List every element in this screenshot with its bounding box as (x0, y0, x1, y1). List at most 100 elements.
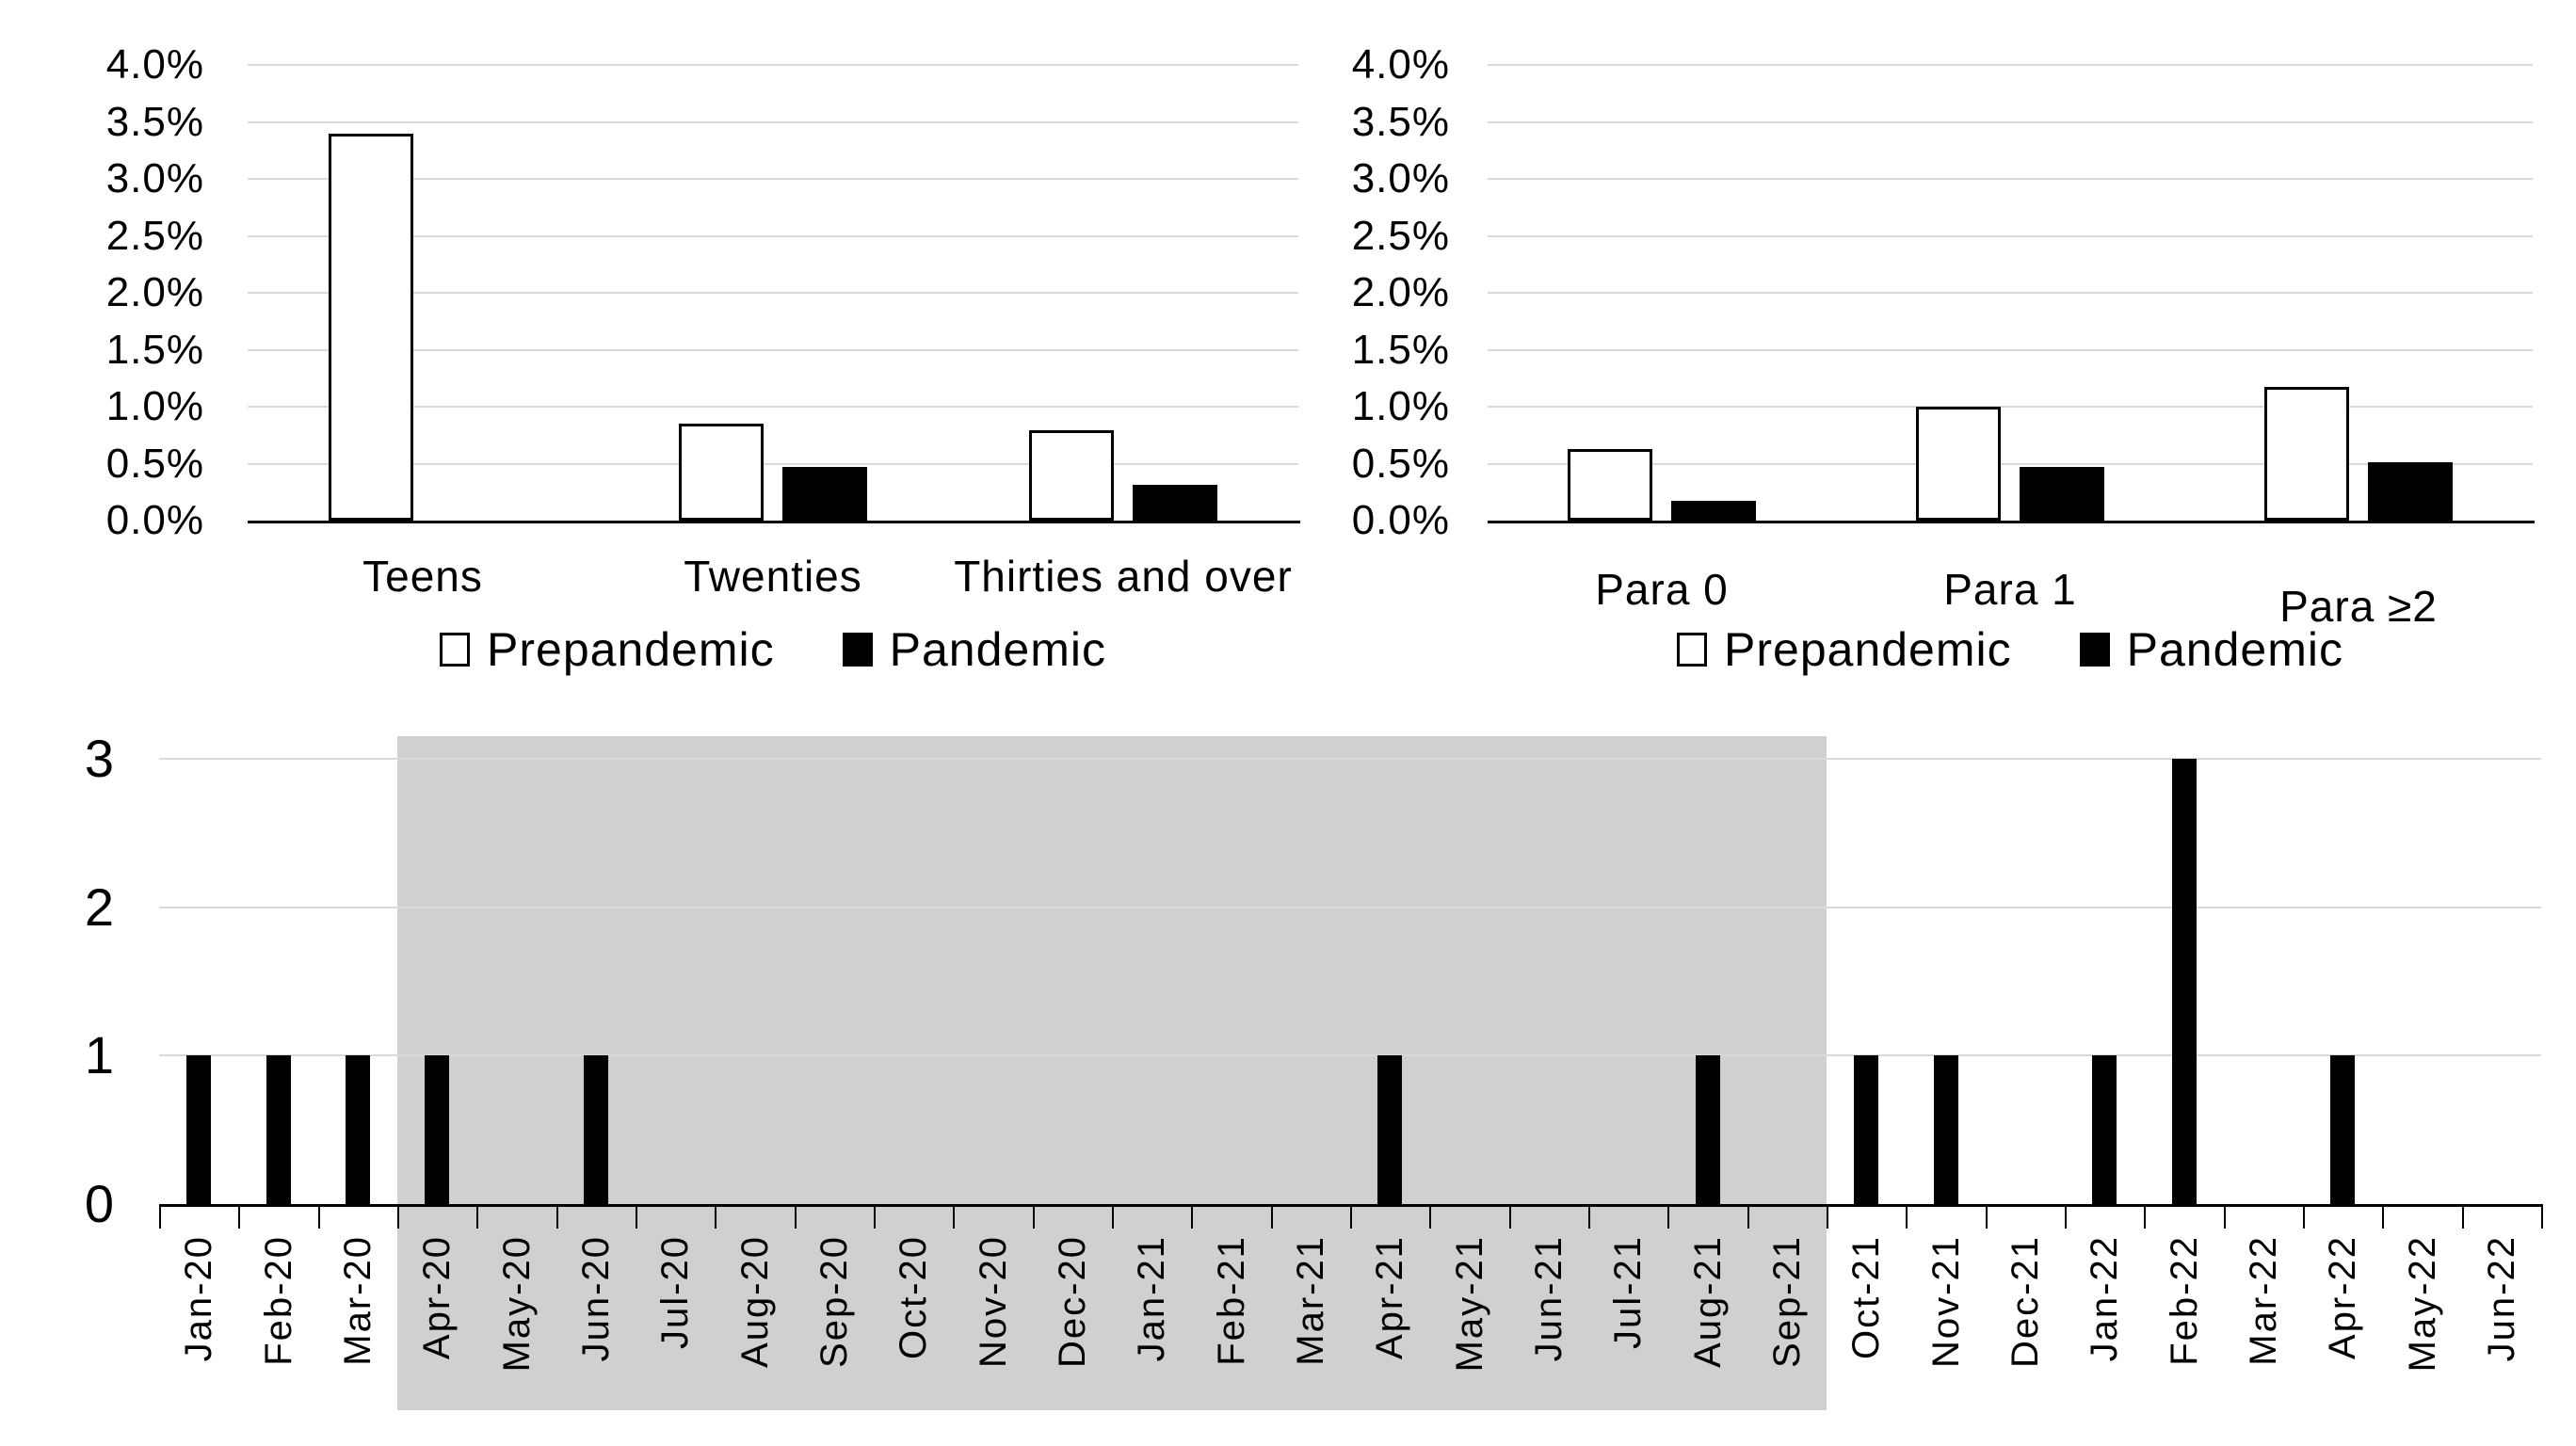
month-label: Nov-20 (972, 1235, 1014, 1368)
month-label: Apr-22 (2322, 1235, 2364, 1360)
gridline (1488, 120, 2533, 123)
month-label: Sep-21 (1765, 1235, 1808, 1368)
y-tick-label: 1.5% (105, 326, 204, 373)
gridline (159, 1054, 2541, 1057)
y-tick-label: 0.5% (105, 440, 204, 487)
legend: Prepandemic Pandemic (248, 621, 1298, 678)
x-category-label: Para 0 (1595, 565, 1729, 614)
y-tick-label: 0.0% (1351, 497, 1450, 543)
legend-marker-prepandemic-icon (440, 633, 471, 667)
gridline (248, 64, 1298, 66)
y-tick-label: 2.0% (105, 269, 204, 315)
bar-prepandemic-teens (329, 133, 413, 521)
gridline (248, 234, 1298, 237)
month-label: Jul-21 (1607, 1235, 1650, 1349)
x-category-label: Para ≥2 (2279, 582, 2438, 631)
month-label: Feb-20 (257, 1235, 299, 1366)
bar-jun-20 (583, 1055, 608, 1204)
month-label: Jan-22 (2084, 1235, 2126, 1362)
axis-tick (238, 1206, 241, 1229)
axis-tick (397, 1206, 399, 1229)
gridline (1488, 462, 2533, 465)
month-label: Oct-20 (893, 1235, 935, 1360)
legend-item-pandemic: Pandemic (2079, 622, 2343, 677)
month-label: Mar-22 (2242, 1235, 2284, 1366)
gridline (1488, 178, 2533, 180)
gridline (1488, 64, 2533, 66)
y-tick-label: 1 (84, 1025, 115, 1085)
month-label: Apr-20 (416, 1235, 459, 1360)
bar-mar-20 (345, 1055, 370, 1204)
axis-tick (874, 1206, 876, 1229)
axis-tick (159, 1206, 161, 1229)
x-axis-line (1488, 521, 2535, 523)
bar-jan-22 (2092, 1055, 2117, 1204)
legend-item-prepandemic: Prepandemic (440, 622, 775, 677)
bar-prepandemic-para-2 (2264, 387, 2349, 521)
month-label: May-21 (1448, 1235, 1490, 1373)
axis-tick (1032, 1206, 1035, 1229)
bar-pandemic-para-0 (1671, 501, 1756, 521)
y-tick-label: 1.5% (1351, 326, 1450, 373)
axis-tick (2065, 1206, 2067, 1229)
y-tick-label: 2.5% (1351, 212, 1450, 259)
legend-item-pandemic: Pandemic (842, 622, 1106, 677)
x-category-label: Twenties (684, 552, 862, 601)
axis-tick (1508, 1206, 1511, 1229)
y-tick-label: 4.0% (1351, 41, 1450, 88)
month-label: Feb-21 (1210, 1235, 1252, 1366)
gridline (1488, 406, 2533, 408)
gridline (248, 292, 1298, 294)
axis-tick (1906, 1206, 1908, 1229)
month-label: Jun-21 (1527, 1235, 1570, 1362)
axis-tick (1985, 1206, 1988, 1229)
gridline (248, 120, 1298, 123)
axis-tick (794, 1206, 797, 1229)
bar-prepandemic-thirties-and-over (1029, 430, 1114, 521)
month-label: Apr-21 (1369, 1235, 1411, 1360)
x-category-label: Para 1 (1943, 565, 2077, 614)
axis-tick (555, 1206, 558, 1229)
axis-tick (2303, 1206, 2305, 1229)
axis-tick (715, 1206, 717, 1229)
legend-label: Prepandemic (1724, 623, 2012, 676)
month-label: Dec-21 (2004, 1235, 2046, 1368)
axis-tick (1747, 1206, 1749, 1229)
gridline (1488, 234, 2533, 237)
x-category-label: Thirties and over (954, 552, 1293, 601)
gridline (248, 178, 1298, 180)
gridline (248, 348, 1298, 351)
legend-marker-pandemic-icon (842, 633, 873, 667)
y-tick-label: 1.0% (105, 383, 204, 429)
month-label: Jan-20 (178, 1235, 220, 1362)
axis-tick (1270, 1206, 1273, 1229)
month-label: Jan-21 (1131, 1235, 1173, 1362)
axis-tick (1112, 1206, 1114, 1229)
bar-apr-22 (2330, 1055, 2356, 1204)
month-label: Mar-20 (336, 1235, 378, 1366)
legend-marker-pandemic-icon (2079, 633, 2110, 667)
bar-apr-20 (425, 1055, 450, 1204)
bar-prepandemic-twenties (679, 424, 764, 521)
gridline (248, 462, 1298, 465)
month-label: May-22 (2401, 1235, 2443, 1373)
gridline (1488, 348, 2533, 351)
axis-tick (953, 1206, 956, 1229)
y-tick-label: 0.0% (105, 497, 204, 543)
y-tick-label: 1.0% (1351, 383, 1450, 429)
month-label: Dec-20 (1051, 1235, 1093, 1368)
legend-item-prepandemic: Prepandemic (1677, 622, 2012, 677)
y-tick-label: 3.0% (1351, 155, 1450, 201)
month-label: Feb-22 (2163, 1235, 2205, 1366)
axis-tick (1191, 1206, 1194, 1229)
axis-tick (1667, 1206, 1670, 1229)
axis-tick (2144, 1206, 2147, 1229)
axis-tick (1350, 1206, 1352, 1229)
legend-label: Prepandemic (487, 623, 775, 676)
axis-tick (636, 1206, 637, 1229)
gridline (248, 406, 1298, 408)
